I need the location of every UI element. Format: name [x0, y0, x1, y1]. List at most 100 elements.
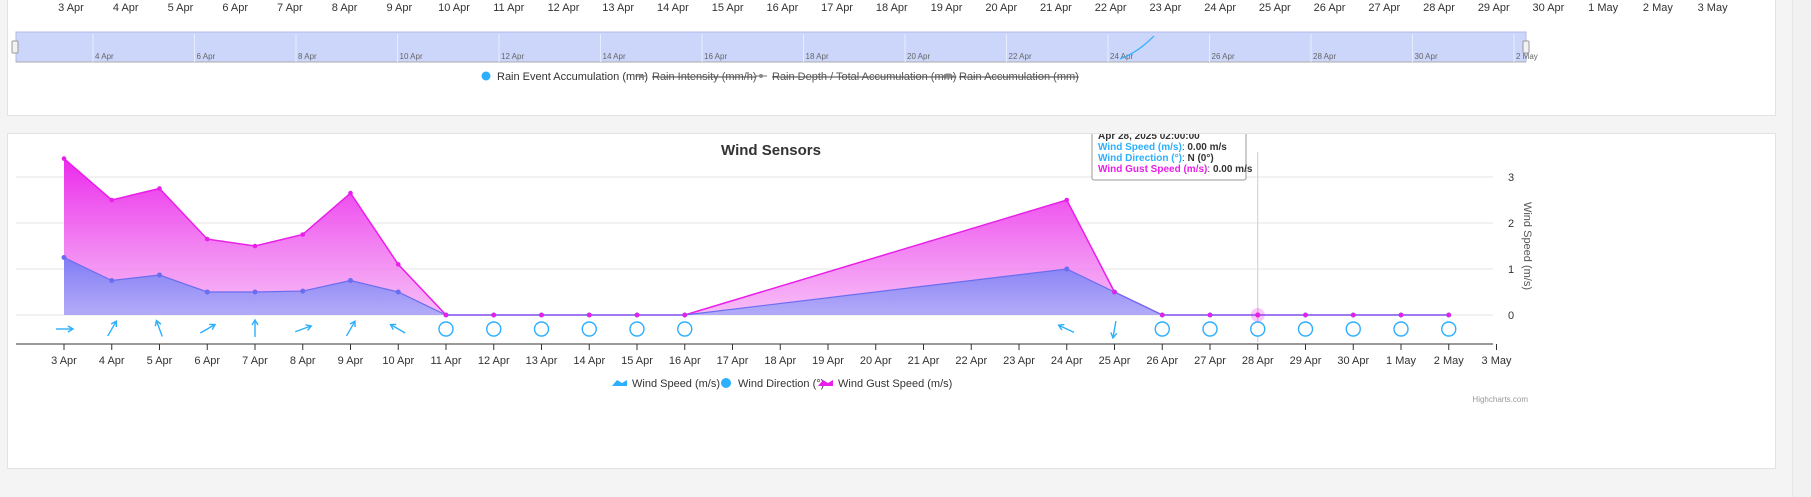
top-axis-label: 30 Apr — [1533, 2, 1565, 14]
gust-point[interactable] — [539, 312, 544, 318]
x-tick-label: 23 Apr — [1003, 355, 1035, 367]
gust-point[interactable] — [1159, 312, 1165, 318]
top-axis-label: 1 May — [1588, 2, 1618, 14]
x-tick-label: 24 Apr — [1051, 355, 1083, 367]
wind-direction-arrow[interactable] — [294, 323, 313, 334]
wind-calm-marker[interactable] — [629, 321, 645, 337]
navigator-left-handle[interactable] — [11, 40, 19, 54]
wind-calm-marker[interactable] — [1297, 321, 1314, 337]
gust-point[interactable] — [1207, 312, 1213, 318]
gust-point[interactable] — [1398, 312, 1404, 318]
rain-legend-item[interactable]: Rain Event Accumulation (mm) — [481, 71, 649, 83]
wind-direction-arrow[interactable] — [105, 320, 119, 338]
gust-point[interactable] — [682, 312, 688, 318]
wind-speed-point[interactable] — [1064, 266, 1070, 272]
top-axis-label: 15 Apr — [712, 2, 744, 14]
wind-calm-marker[interactable] — [1202, 321, 1218, 337]
gust-point[interactable] — [1446, 312, 1452, 318]
rain-legend-label: Rain Depth / Total Accumulation (mm) — [772, 71, 956, 83]
wind-calm-marker[interactable] — [1345, 321, 1361, 337]
wind-direction-arrow[interactable] — [251, 318, 259, 337]
wind-legend-item[interactable]: Wind Direction (°) — [721, 378, 824, 390]
navigator-date-label: 28 Apr — [1313, 52, 1336, 61]
wind-calm-marker[interactable] — [1441, 321, 1457, 337]
gust-point[interactable] — [395, 262, 401, 267]
x-tick-label: 3 Apr — [51, 355, 77, 367]
x-tick-label: 1 May — [1386, 355, 1416, 367]
wind-direction-arrow[interactable] — [1057, 322, 1075, 335]
hover-point[interactable] — [1255, 312, 1261, 318]
tooltip-row-sep: : — [1182, 142, 1188, 153]
wind-calm-marker[interactable] — [1250, 321, 1266, 337]
wind-direction-arrow[interactable] — [389, 322, 407, 336]
gust-point[interactable] — [1064, 197, 1070, 203]
wind-chart-svg: Wind Sensors 0 1 2 3 Wind Speed (m/s) 3 Apr 4 A… — [16, 125, 1533, 404]
chart-title: Wind Sensors — [721, 142, 821, 159]
x-tick-label: 16 Apr — [669, 355, 701, 367]
top-axis-label: 9 Apr — [386, 2, 412, 14]
gust-point[interactable] — [109, 197, 115, 203]
square-icon — [945, 73, 951, 79]
navigator-date-label: 18 Apr — [806, 52, 829, 61]
gust-point[interactable] — [586, 312, 592, 318]
gust-point[interactable] — [491, 312, 497, 318]
wind-calm-marker[interactable] — [486, 321, 502, 337]
circle-icon — [721, 378, 731, 388]
gust-point[interactable] — [1350, 312, 1356, 318]
x-tick-label: 29 Apr — [1290, 355, 1322, 367]
wind-speed-point[interactable] — [204, 289, 210, 295]
gust-point[interactable] — [1303, 312, 1308, 318]
gust-point[interactable] — [61, 156, 67, 161]
y-tick-label: 2 — [1508, 218, 1514, 230]
wind-direction-arrow[interactable] — [1110, 320, 1119, 340]
rain-legend-item[interactable]: Rain Depth / Total Accumulation (mm) — [755, 71, 956, 83]
wind-legend-item[interactable]: Wind Gust Speed (m/s) — [818, 378, 952, 390]
wind-direction-arrow[interactable] — [199, 322, 217, 336]
wind-speed-point[interactable] — [300, 288, 306, 294]
wind-calm-marker[interactable] — [533, 321, 550, 337]
gust-point[interactable] — [348, 190, 353, 196]
wind-legend-item[interactable]: Wind Speed (m/s) — [612, 378, 720, 390]
page-scrollbar[interactable] — [1792, 0, 1811, 497]
wind-direction-arrow[interactable] — [154, 319, 165, 338]
x-tick-label: 21 Apr — [908, 355, 940, 367]
gust-point[interactable] — [157, 186, 162, 191]
tooltip-row-value: N (0°) — [1187, 153, 1213, 164]
wind-speed-point[interactable] — [157, 272, 162, 278]
navigator-mask[interactable] — [15, 31, 1527, 63]
gust-point[interactable] — [634, 312, 640, 318]
wind-calm-marker[interactable] — [1393, 321, 1409, 337]
rain-legend-item[interactable]: Rain Accumulation (mm) — [942, 71, 1079, 83]
wind-speed-point[interactable] — [109, 278, 115, 283]
gust-point[interactable] — [300, 232, 306, 237]
wind-direction-arrow[interactable] — [56, 325, 75, 333]
wind-speed-point[interactable] — [61, 255, 67, 260]
gust-point[interactable] — [443, 312, 449, 318]
top-axis-label: 13 Apr — [602, 2, 634, 14]
credits-link[interactable]: Highcharts.com — [1472, 395, 1528, 404]
wind-calm-marker[interactable] — [581, 321, 597, 337]
navigator[interactable]: 4 Apr 6 Apr 8 Apr 10 Apr 12 Apr 14 Apr 16 Apr 1… — [11, 31, 1538, 63]
wind-speed-point[interactable] — [395, 289, 401, 295]
top-axis-label: 16 Apr — [766, 2, 798, 14]
x-tick-label: 30 Apr — [1337, 355, 1369, 367]
wind-speed-point[interactable] — [348, 278, 353, 283]
gust-point[interactable] — [252, 243, 258, 249]
top-axis-label: 26 Apr — [1314, 2, 1346, 14]
gust-point[interactable] — [204, 236, 210, 242]
x-tick-label: 15 Apr — [621, 355, 653, 367]
top-axis-label: 8 Apr — [332, 2, 358, 14]
rain-legend-label: Rain Intensity (mm/h) — [652, 71, 757, 83]
wind-calm-marker[interactable] — [1154, 321, 1170, 337]
top-axis-label: 14 Apr — [657, 2, 689, 14]
wind-direction-arrow[interactable] — [344, 320, 358, 338]
tooltip-row-label: Wind Direction (°) — [1098, 153, 1182, 164]
gust-point[interactable] — [1112, 289, 1117, 295]
wind-calm-marker[interactable] — [438, 321, 454, 337]
x-tick-label: 25 Apr — [1099, 355, 1131, 367]
navigator-right-handle[interactable] — [1522, 40, 1530, 54]
rain-legend-item[interactable]: Rain Intensity (mm/h) — [635, 71, 757, 83]
wind-speed-point[interactable] — [252, 289, 258, 295]
wind-calm-marker[interactable] — [677, 321, 693, 337]
rain-chart-panel: 3 Apr 4 Apr 5 Apr 6 Apr 7 Apr 8 Apr 9 Apr 10 Ap… — [7, 0, 1776, 116]
